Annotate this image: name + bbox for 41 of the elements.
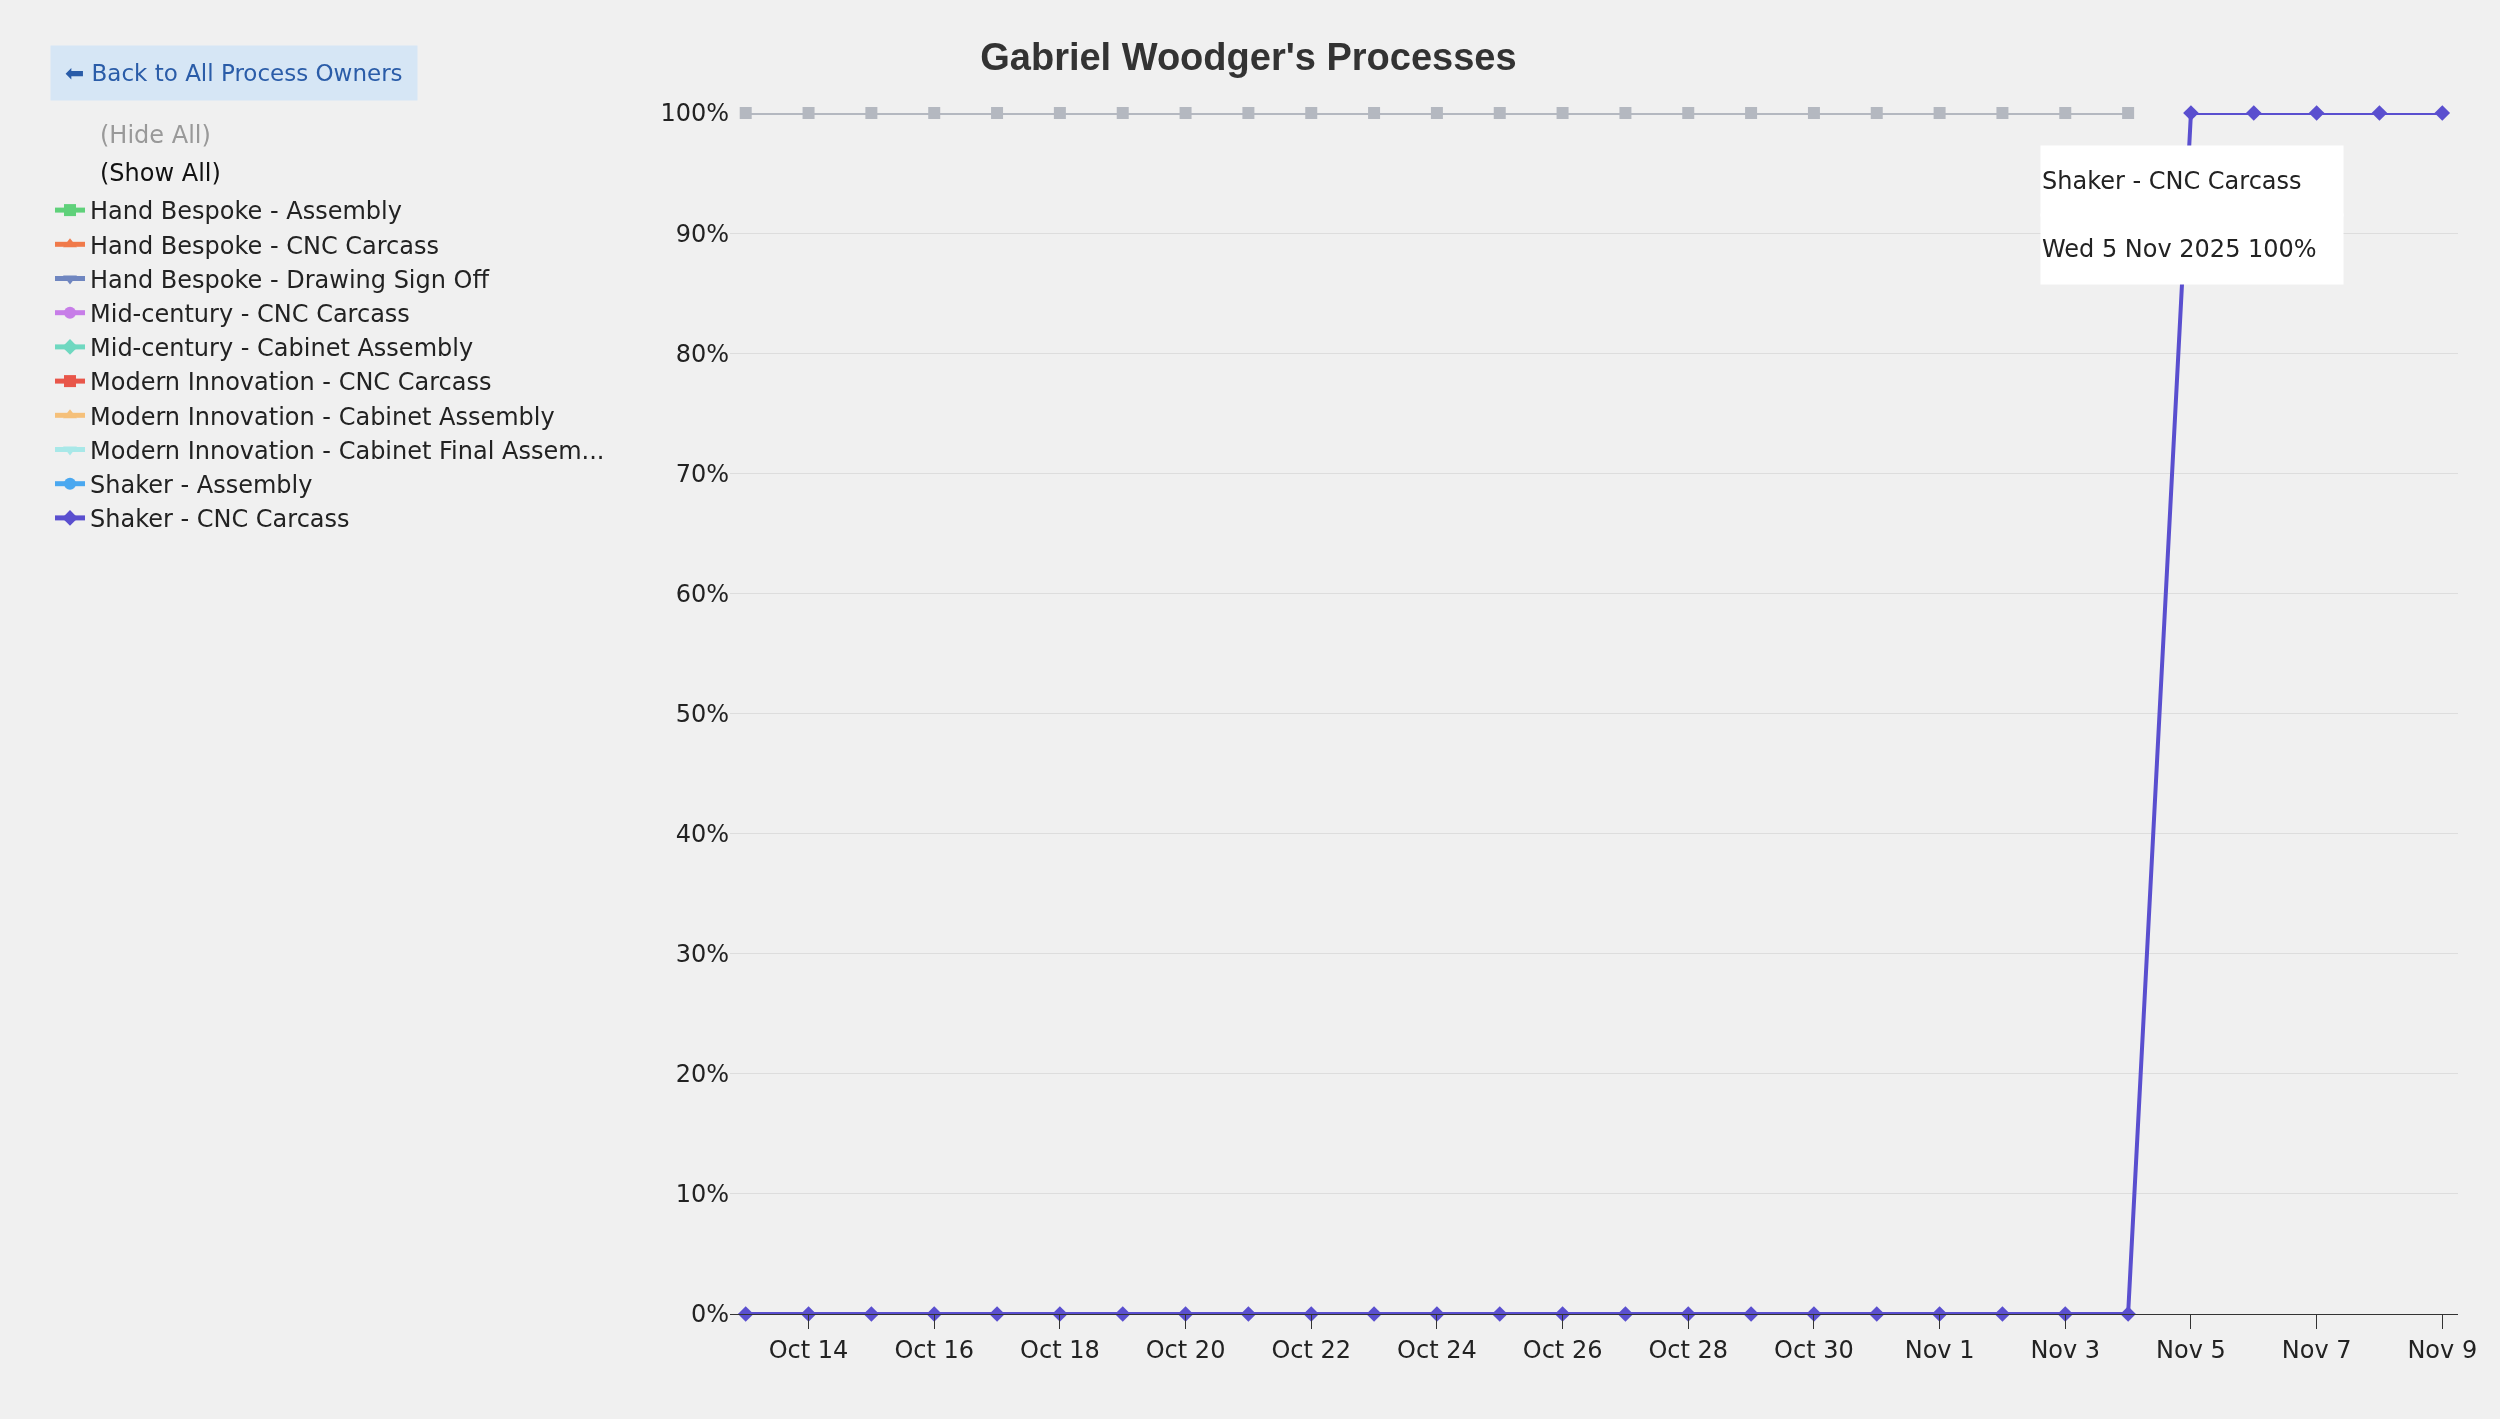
x-tick-label: Oct 26: [1522, 1335, 1603, 1364]
y-tick-label: 100%: [660, 99, 729, 128]
y-tick-label: 90%: [675, 219, 729, 248]
x-tick-label: Oct 20: [1145, 1335, 1226, 1364]
y-tick-label: 20%: [675, 1060, 729, 1089]
text: (Hide All): [100, 121, 211, 149]
legend-label: Hand Bespoke - Drawing Sign Off: [90, 265, 490, 294]
text: ⬅ Back to All Process Owners: [65, 60, 403, 86]
y-tick-label: 80%: [675, 339, 729, 368]
legend-label: Mid-century - CNC Carcass: [90, 300, 410, 329]
legend-label: Hand Bespoke - Assembly: [90, 197, 402, 226]
legend-label: Shaker - CNC Carcass: [90, 505, 350, 534]
x-tick-label: Oct 30: [1774, 1335, 1854, 1364]
x-tick-label: Oct 18: [1020, 1335, 1100, 1364]
x-tick-label: Oct 28: [1648, 1335, 1729, 1364]
legend-label: Mid-century - Cabinet Assembly: [90, 334, 474, 363]
legend-label: Modern Innovation - Cabinet Assembly: [90, 402, 555, 431]
legend-label: Modern Innovation - CNC Carcass: [90, 368, 492, 397]
y-tick-label: 40%: [675, 820, 729, 848]
x-tick-label: Nov 3: [2030, 1335, 2101, 1364]
x-tick-label: Oct 16: [894, 1335, 975, 1364]
legend-label: Hand Bespoke - CNC Carcass: [90, 231, 440, 260]
y-tick-label: 60%: [675, 579, 729, 608]
chart-title: Gabriel Woodger's Processes: [980, 36, 1517, 79]
x-tick-label: Nov 1: [1904, 1335, 1975, 1364]
x-tick-label: Nov 7: [2281, 1335, 2352, 1364]
x-tick-label: Oct 24: [1397, 1335, 1477, 1364]
x-tick-label: Nov 9: [2407, 1335, 2478, 1364]
y-tick-label: 50%: [675, 699, 729, 728]
x-tick-label: Oct 22: [1271, 1335, 1352, 1364]
legend-label: Modern Innovation - Cabinet Final Assem...: [90, 436, 605, 465]
y-tick-label: 70%: [675, 459, 729, 488]
legend-label: Shaker - Assembly: [90, 471, 313, 500]
y-tick-label: 30%: [675, 940, 729, 969]
x-tick-label: Oct 14: [768, 1335, 849, 1364]
y-tick-label: 10%: [675, 1180, 729, 1209]
y-tick-label: 0%: [690, 1300, 729, 1329]
annotation: Wed 5 Nov 2025 100%: [2042, 235, 2317, 263]
text: (Show All): [100, 159, 221, 187]
annotation: Shaker - CNC Carcass: [2042, 167, 2302, 195]
x-tick-label: Nov 5: [2156, 1335, 2226, 1364]
